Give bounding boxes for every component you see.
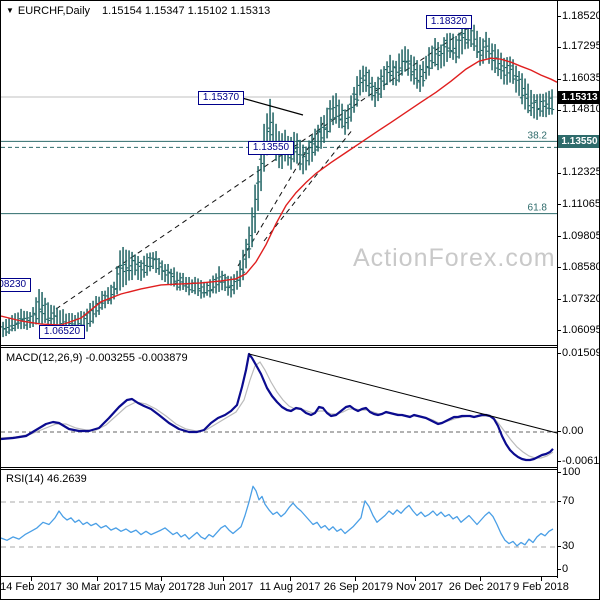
date-axis-tick [541,577,542,581]
date-axis-tick [31,577,32,581]
macd-title: MACD(12,26,9) -0.003255 -0.003879 [6,352,188,364]
date-axis-tick [355,577,356,581]
axis-tick [557,461,561,462]
price-axis-label: 1.08580 [562,260,600,273]
date-axis-label: 15 May 2017 [129,581,193,593]
axis-tick [557,472,561,473]
price-axis-label: 1.12325 [562,166,600,179]
ohlc-values: 1.15154 1.15347 1.15102 1.15313 [102,5,271,17]
axis-tick [557,236,561,238]
axis-tick [557,109,561,111]
date-axis-label: 9 Feb 2018 [513,581,569,593]
axis-tick [557,330,561,331]
axis-tick [557,299,561,301]
quote-header: ▼ EURCHF,Daily 1.15154 1.15347 1.15102 1.1… [6,5,270,17]
date-axis-label: 9 Nov 2017 [386,581,444,593]
price-axis-label: 1.17295 [562,40,600,53]
rsi-axis-label: 0 [562,562,569,575]
date-axis-tick [290,577,291,581]
date-axis-tick [161,577,162,581]
date-axis-label: 28 Jun 2017 [192,581,254,593]
date-axis-tick [415,577,416,581]
date-axis-tick [223,577,224,581]
axis-tick [557,569,561,570]
date-axis-label: 11 Aug 2017 [259,581,321,593]
axis-tick [557,353,561,354]
solid-trendline [241,97,304,116]
price-axis-label: 1.14810 [562,103,600,116]
macd-panel[interactable]: MACD(12,26,9) -0.003255 -0.003879 [1,347,557,468]
price-axis-label: 1.16035 [562,72,600,85]
axis-tick [557,78,561,80]
macd-trendline [248,353,557,434]
macd-axis-label: 0.00 [562,424,584,437]
main-price-panel[interactable]: 38.2 61.8 ▼ EURCHF,Daily 1.15154 1.15347 1.… [1,1,557,346]
axis-tick [557,46,561,48]
axis-tick [557,172,561,174]
macd-canvas[interactable] [1,348,557,468]
axis-border [557,1,558,578]
macd-axis-label: 0.015092 [562,346,599,359]
macd-axis-label: -0.006163 [562,454,600,467]
date-axis-label: 30 Mar 2017 [66,581,128,593]
ohlc-bars [1,20,555,338]
axis-tick [557,16,561,17]
axis-tick [557,204,561,206]
date-axis-tick [97,577,98,581]
rsi-axis-label: 100 [562,465,581,478]
axis-tick [557,501,561,502]
axis-tick [557,267,561,269]
rsi-panel[interactable]: RSI(14) 46.2639 [1,469,557,577]
date-axis-tick [480,577,481,581]
price-annotation[interactable]: 1.15370 [198,91,244,105]
fib-level-label: 61.8 [528,203,548,214]
rsi-canvas[interactable] [1,470,557,577]
price-axis-label: 1.07320 [562,292,600,305]
price-axis-label: 1.09805 [562,229,600,242]
axis-tick [557,431,561,432]
rsi-title: RSI(14) 46.2639 [6,473,87,485]
macd-signal-line [1,361,554,459]
ema-line [1,57,557,326]
watermark: ActionForex.com [353,244,556,272]
symbol-label: EURCHF,Daily [17,5,91,17]
price-axis-badge: 1.13550 [558,135,599,149]
price-axis-badge: 1.15313 [558,90,599,104]
price-axis-label: 1.06095 [562,323,600,336]
fib-level-label: 38.2 [528,130,548,141]
price-annotation[interactable]: 1.06520 [39,325,85,339]
rsi-line [1,485,554,547]
dashed-trendline [263,128,354,242]
rsi-axis-label: 30 [562,539,575,552]
date-axis-label: 26 Dec 2017 [448,581,512,593]
axis-tick [557,546,561,547]
price-annotation[interactable]: 1.18320 [426,15,472,29]
triangle-down-icon: ▼ [6,6,14,15]
price-axis-label: 1.11065 [562,197,600,210]
rsi-axis-label: 70 [562,494,575,507]
price-annotation[interactable]: 1.13550 [248,141,294,155]
macd-main-line [1,352,554,462]
price-axis-label: 1.18520 [562,9,600,22]
price-chart-canvas[interactable]: 38.2 61.8 [1,1,557,346]
date-axis-label: 14 Feb 2017 [0,581,62,593]
date-axis-label: 26 Sep 2017 [323,581,387,593]
